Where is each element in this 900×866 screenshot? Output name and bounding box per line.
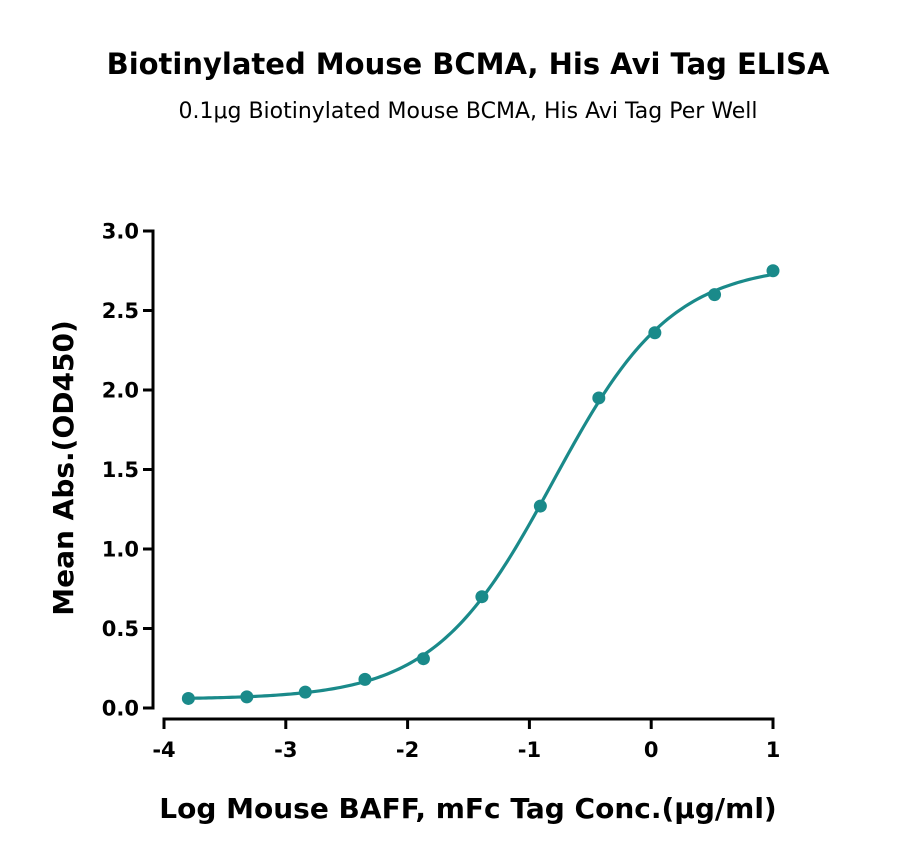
data-point [592,391,606,405]
data-point [708,288,722,302]
y-tick-label: 0.0 [102,697,139,721]
x-axis-title: Log Mouse BAFF, mFc Tag Conc.(μg/ml) [159,792,776,825]
data-point [298,685,312,699]
x-tick-label: -3 [274,738,297,762]
x-tick-label: -1 [518,738,541,762]
data-point [533,499,547,513]
data-point [240,690,254,704]
x-axis-ticks: -4 -3 -2 -1 0 1 [152,719,780,762]
y-tick-label: 2.0 [102,379,139,403]
data-points [181,264,780,705]
x-tick-label: -4 [152,738,175,762]
y-tick-label: 2.5 [102,299,139,323]
y-tick-label: 1.5 [102,458,139,482]
y-axis-ticks: 0.0 0.5 1.0 1.5 2.0 2.5 3.0 [102,220,153,721]
data-point [648,326,662,340]
fit-curve [186,272,775,700]
x-tick-label: 1 [766,738,781,762]
y-tick-label: 0.5 [102,617,139,641]
chart-subtitle: 0.1μg Biotinylated Mouse BCMA, His Avi T… [179,99,758,124]
x-tick-label: 0 [644,738,659,762]
data-point [416,652,430,666]
chart-title: Biotinylated Mouse BCMA, His Avi Tag ELI… [107,47,830,81]
axes: 0.0 0.5 1.0 1.5 2.0 2.5 3.0 -4 -3 -2 -1 0 1 [102,220,781,763]
x-tick-label: -2 [396,738,419,762]
y-tick-label: 3.0 [102,220,139,244]
data-point [358,672,372,686]
data-point [181,691,195,705]
y-axis-title: Mean Abs.(OD450) [47,320,80,616]
y-tick-label: 1.0 [102,538,139,562]
data-point [766,264,780,278]
data-point [475,590,489,604]
